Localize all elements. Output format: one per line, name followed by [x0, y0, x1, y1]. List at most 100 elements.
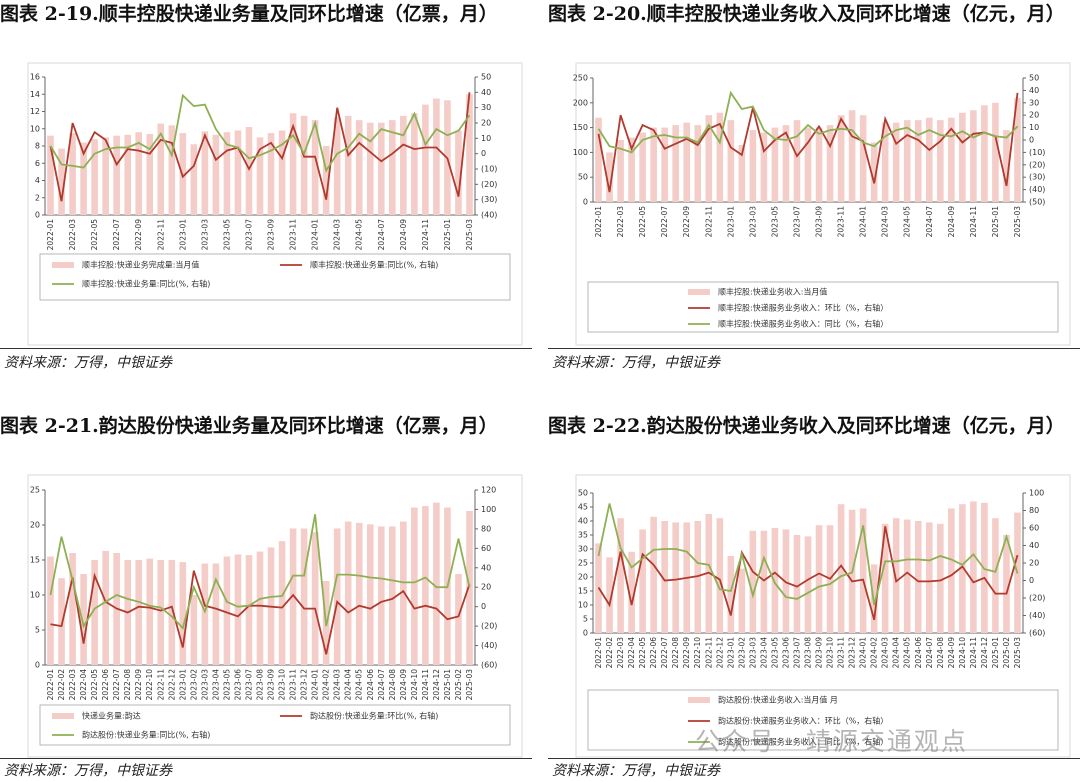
x-tick-label: 2024-07 — [925, 206, 934, 238]
legend-label: 顺丰控股:快递服务业务收入：环比（%，右轴） — [718, 303, 888, 313]
bar — [672, 522, 679, 633]
bar — [914, 120, 922, 202]
bar — [948, 508, 955, 633]
x-tick-label: 2023-05 — [770, 206, 779, 238]
y-tick-label: 15 — [578, 587, 588, 596]
bar — [355, 522, 363, 665]
y2-tick-label: 40 — [1029, 541, 1039, 550]
x-tick-label: 2023-09 — [267, 669, 276, 701]
legend-box — [587, 689, 1059, 751]
x-tick-label: 2024-12 — [432, 669, 441, 701]
y-tick-label: 16 — [30, 73, 40, 82]
bar — [267, 133, 275, 215]
bar — [344, 521, 352, 665]
x-tick-label: 2022-06 — [101, 669, 110, 701]
bar — [628, 551, 635, 633]
y2-tick-label: 20 — [1029, 559, 1039, 568]
bar — [992, 102, 999, 202]
bar — [716, 518, 724, 633]
x-tick-label: 2022-05 — [638, 637, 647, 669]
x-tick-label: 2023-01 — [726, 206, 735, 238]
y-tick-label: 45 — [578, 503, 588, 512]
x-tick-label: 2024-10 — [958, 637, 967, 669]
y-tick-label: 4 — [35, 176, 40, 185]
bar — [190, 595, 198, 665]
y-tick-label: 8 — [35, 142, 40, 151]
bar — [168, 560, 176, 665]
x-tick-label: 2024-05 — [903, 637, 912, 669]
y2-tick-label: 50 — [481, 73, 491, 82]
bar — [606, 152, 613, 202]
bar — [661, 521, 668, 633]
x-tick-label: 2024-02 — [870, 637, 879, 669]
chart: 0 50 100 150 200 250 (50) (40) (30) (20) (10) 0 10 20… — [573, 62, 1071, 346]
rule — [548, 348, 1080, 349]
x-tick-label: 2023-12 — [300, 669, 309, 701]
line — [49, 92, 471, 202]
bar — [749, 130, 757, 202]
source: 资料来源：万得，中银证券 — [4, 763, 172, 779]
bar — [672, 125, 679, 202]
line — [597, 92, 1019, 193]
chart: 0 5 10 15 20 25 (60) (40) (20) 0 20 40 60 80 100 120 202… — [27, 474, 523, 758]
bar — [433, 502, 440, 665]
x-tick-label: 2023-03 — [200, 669, 209, 701]
bar — [628, 137, 635, 202]
y2-tick-label: 80 — [481, 524, 491, 533]
bar — [422, 506, 429, 665]
figure: 图表 2-19.顺丰控股快递业务量及同环比增速（亿票，月） 0 2 4 6 8 10 12 1… — [0, 0, 532, 371]
x-tick-label: 2022-07 — [660, 637, 669, 669]
x-tick-label: 2022-02 — [57, 669, 66, 701]
bar — [970, 501, 977, 633]
bar — [377, 526, 385, 665]
y-tick-label: 35 — [578, 531, 588, 540]
x-tick-label: 2023-07 — [792, 206, 801, 238]
x-tick-label: 2023-02 — [737, 637, 746, 669]
bar — [333, 117, 341, 215]
x-tick-label: 2024-07 — [377, 219, 386, 251]
x-tick-label: 2024-09 — [399, 219, 408, 251]
bar — [146, 558, 154, 665]
chart: 0 5 10 15 20 25 30 35 40 45 50 (60) (40) (20) 0 20 40 60 8… — [575, 474, 1071, 758]
x-tick-label: 2023-09 — [815, 206, 824, 238]
chart-frame — [575, 474, 1071, 758]
bar — [234, 554, 242, 665]
line — [49, 514, 471, 630]
chart-frame — [27, 474, 523, 758]
x-tick-label: 2024-09 — [947, 206, 956, 238]
y-tick-label: 25 — [578, 559, 588, 568]
bar — [925, 117, 933, 202]
y-tick-label: 2 — [35, 193, 40, 202]
legend-swatch — [52, 262, 74, 268]
x-tick-label: 2022-01 — [46, 219, 55, 251]
bar — [959, 504, 966, 633]
rule — [548, 758, 1080, 759]
x-tick-label: 2023-01 — [178, 669, 187, 701]
y-tick-label: 250 — [573, 74, 588, 83]
y2-tick-label: (10) — [481, 165, 497, 174]
y2-tick-label: (10) — [1029, 148, 1045, 157]
x-tick-label: 2024-01 — [859, 637, 868, 669]
y-tick-label: 14 — [30, 90, 40, 99]
x-tick-label: 2024-07 — [377, 669, 386, 701]
bar — [815, 127, 823, 202]
source: 资料来源：万得，中银证券 — [552, 763, 720, 779]
x-tick-label: 2025-03 — [465, 669, 474, 701]
figure-title: 图表 2-19.顺丰控股快递业务量及同环比增速（亿票，月） — [0, 3, 498, 25]
rule — [0, 758, 532, 759]
y2-tick-label: (30) — [1029, 173, 1045, 182]
legend-label: 顺丰控股:快递业务量:同比(%, 右轴) — [82, 279, 210, 289]
bar — [760, 132, 768, 202]
bar — [925, 522, 933, 633]
y2-tick-label: 10 — [1029, 123, 1039, 132]
y-tick-label: 0 — [35, 661, 40, 670]
chart: 0 2 4 6 8 10 12 14 16 (40) (30) (20) (10) 0 10 20 30 40 50… — [27, 62, 523, 346]
x-tick-label: 2022-07 — [112, 219, 121, 251]
y2-tick-label: 20 — [1029, 111, 1039, 120]
x-tick-label: 2025-01 — [443, 219, 452, 251]
bar — [91, 560, 98, 665]
y-tick-label: 50 — [578, 173, 588, 182]
y2-tick-label: (20) — [1029, 594, 1045, 603]
bar — [639, 132, 646, 202]
bar — [738, 568, 746, 633]
